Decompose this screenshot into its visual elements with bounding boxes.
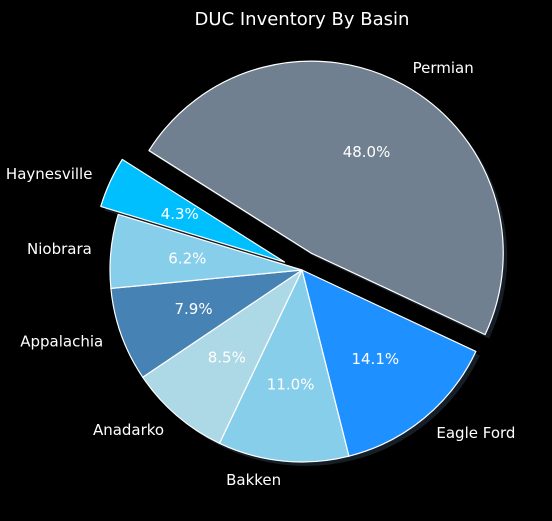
pie-slice-appalachia — [110, 269, 303, 378]
pie-slice-layer — [100, 60, 504, 463]
pie-pct-label-anadarko: 8.5% — [208, 348, 246, 366]
pie-label-permian: Permian — [413, 59, 474, 77]
pie-label-haynesville: Haynesville — [6, 165, 93, 183]
pie-pct-label-niobrara: 6.2% — [168, 250, 206, 268]
pie-label-bakken: Bakken — [226, 471, 281, 489]
pie-label-layer: Permian 48.0% Eagle Ford 14.1% Bakken 11.0% An… — [6, 59, 516, 489]
pie-slice-haynesville — [100, 158, 286, 263]
pie-label-eagle-ford: Eagle Ford — [436, 424, 515, 442]
pie-slice-eagle-ford — [301, 269, 477, 457]
pie-pct-label-eagle-ford: 14.1% — [351, 350, 399, 368]
chart-title: DUC Inventory By Basin — [195, 9, 410, 30]
pie-label-niobrara: Niobrara — [27, 240, 92, 258]
pie-label-appalachia: Appalachia — [20, 332, 103, 350]
pie-slice-anadarko — [142, 269, 303, 444]
pie-pct-label-haynesville: 4.3% — [161, 205, 199, 223]
pie-label-anadarko: Anadarko — [93, 421, 164, 439]
pie-pct-label-bakken: 11.0% — [267, 376, 315, 394]
pie-slice-bakken — [218, 269, 350, 463]
pie-pct-label-permian: 48.0% — [343, 143, 391, 161]
pie-slice-niobrara — [109, 213, 303, 289]
pie-pct-label-appalachia: 7.9% — [175, 300, 213, 318]
pie-slice-permian — [148, 60, 504, 336]
